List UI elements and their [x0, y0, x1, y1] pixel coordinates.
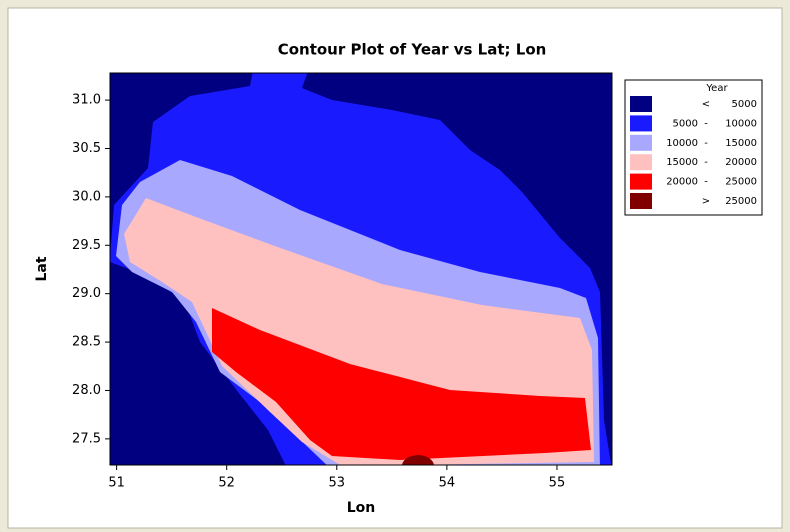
- legend-upper: 25000: [725, 177, 757, 188]
- plot-frame: [109, 72, 613, 466]
- contour-bands: [110, 73, 612, 465]
- legend-op: -: [704, 118, 708, 129]
- legend-lower: 20000: [666, 177, 698, 188]
- x-tick-label: 52: [218, 476, 235, 491]
- legend-lower: 15000: [666, 157, 698, 168]
- legend-swatch: [630, 193, 652, 209]
- legend-swatch: [630, 96, 652, 112]
- x-tick-label: 53: [329, 476, 346, 491]
- x-tick-label: 51: [108, 476, 125, 491]
- contour-band: [212, 308, 591, 460]
- legend-upper: 15000: [725, 138, 757, 149]
- legend-lower: 10000: [666, 138, 698, 149]
- y-tick-label: 30.0: [72, 189, 101, 204]
- x-tick-label: 54: [439, 476, 456, 491]
- chart-title: Contour Plot of Year vs Lat; Lon: [278, 41, 547, 59]
- legend-swatch: [630, 134, 652, 151]
- y-tick-label: 28.5: [72, 335, 101, 350]
- legend-op: -: [704, 177, 708, 188]
- legend-swatch: [630, 115, 652, 132]
- legend-upper: 20000: [725, 157, 757, 168]
- y-axis-label: Lat: [34, 256, 50, 281]
- y-tick-label: 27.5: [72, 431, 101, 446]
- legend-swatch: [630, 173, 652, 190]
- legend-op: -: [704, 157, 708, 168]
- legend-swatch: [630, 154, 652, 171]
- legend-upper: 10000: [725, 118, 757, 129]
- legend-op: -: [704, 138, 708, 149]
- legend-op: <: [702, 99, 710, 110]
- legend-title: Year: [705, 83, 728, 94]
- contour-band: [402, 455, 434, 465]
- legend-lower: 25000: [725, 196, 757, 207]
- y-tick-label: 29.0: [72, 286, 101, 301]
- legend-lower: 5000: [673, 118, 698, 129]
- y-tick-label: 28.0: [72, 383, 101, 398]
- legend-op: >: [702, 196, 710, 207]
- x-tick-label: 55: [549, 476, 566, 491]
- legend-upper: 5000: [732, 99, 757, 110]
- x-axis-label: Lon: [347, 500, 376, 516]
- y-tick-label: 30.5: [72, 141, 101, 156]
- y-tick-label: 31.0: [72, 93, 101, 108]
- y-tick-label: 29.5: [72, 238, 101, 253]
